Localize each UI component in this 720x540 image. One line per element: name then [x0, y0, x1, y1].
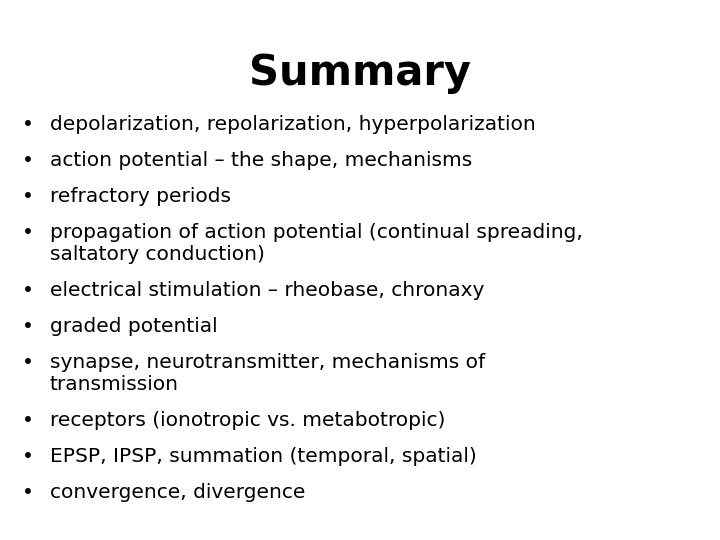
Text: propagation of action potential (continual spreading,: propagation of action potential (continu…: [50, 223, 583, 242]
Text: •: •: [22, 447, 34, 466]
Text: convergence, divergence: convergence, divergence: [50, 483, 305, 502]
Text: action potential – the shape, mechanisms: action potential – the shape, mechanisms: [50, 151, 472, 170]
Text: synapse, neurotransmitter, mechanisms of: synapse, neurotransmitter, mechanisms of: [50, 353, 485, 372]
Text: Summary: Summary: [249, 52, 471, 94]
Text: •: •: [22, 115, 34, 134]
Text: saltatory conduction): saltatory conduction): [50, 245, 265, 264]
Text: •: •: [22, 483, 34, 502]
Text: •: •: [22, 187, 34, 206]
Text: •: •: [22, 353, 34, 372]
Text: •: •: [22, 223, 34, 242]
Text: transmission: transmission: [50, 375, 179, 394]
Text: •: •: [22, 411, 34, 430]
Text: •: •: [22, 281, 34, 300]
Text: refractory periods: refractory periods: [50, 187, 231, 206]
Text: •: •: [22, 317, 34, 336]
Text: electrical stimulation – rheobase, chronaxy: electrical stimulation – rheobase, chron…: [50, 281, 485, 300]
Text: graded potential: graded potential: [50, 317, 217, 336]
Text: •: •: [22, 151, 34, 170]
Text: receptors (ionotropic vs. metabotropic): receptors (ionotropic vs. metabotropic): [50, 411, 446, 430]
Text: depolarization, repolarization, hyperpolarization: depolarization, repolarization, hyperpol…: [50, 115, 536, 134]
Text: EPSP, IPSP, summation (temporal, spatial): EPSP, IPSP, summation (temporal, spatial…: [50, 447, 477, 466]
